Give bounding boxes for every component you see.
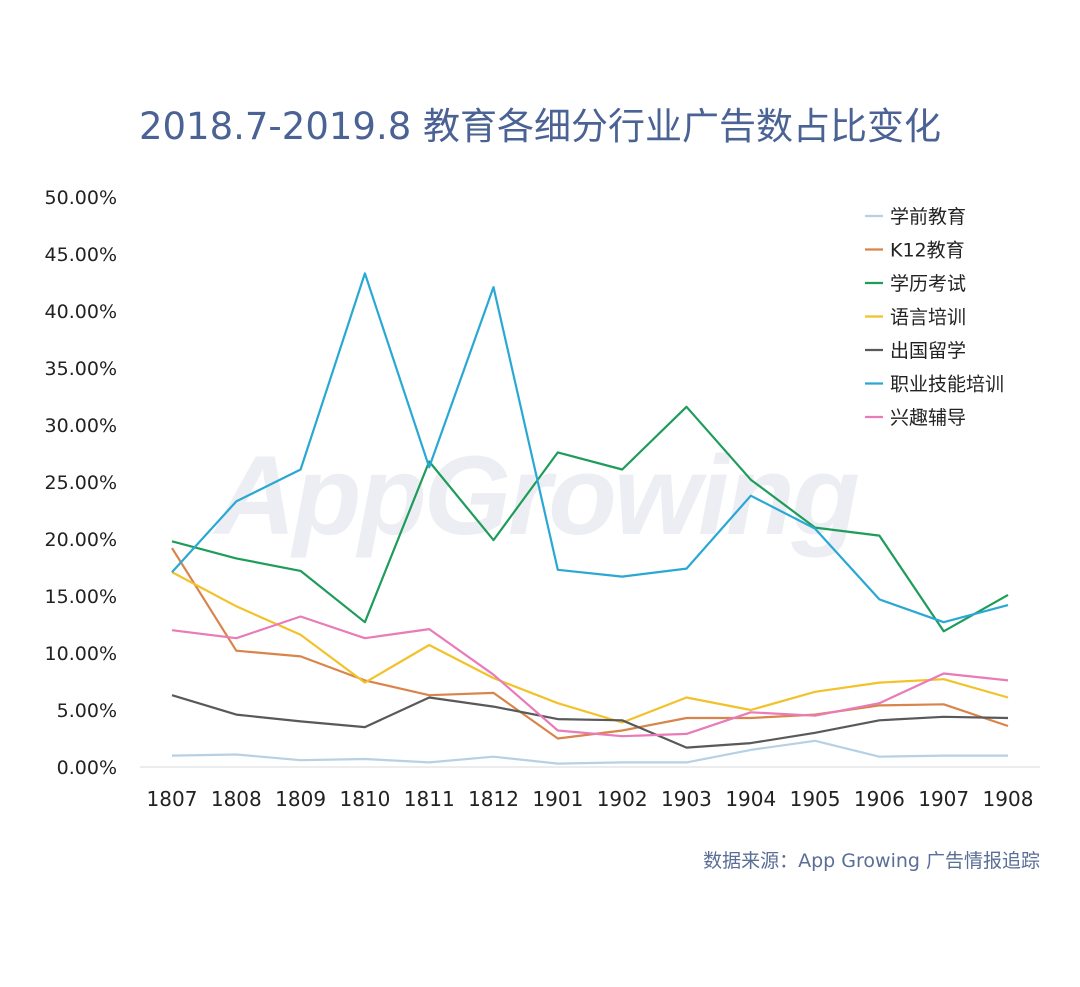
y-tick-label: 50.00% [45, 187, 117, 209]
legend-label: 学历考试 [890, 273, 966, 295]
x-tick-label: 1908 [983, 787, 1034, 811]
legend-label: 兴趣辅导 [890, 407, 966, 429]
x-tick-label: 1811 [404, 787, 455, 811]
legend-label: 职业技能培训 [890, 374, 1004, 396]
legend-label: 出国留学 [890, 340, 966, 362]
x-tick-label: 1905 [790, 787, 841, 811]
y-tick-label: 0.00% [57, 757, 117, 779]
series-line-6 [171, 615, 1009, 738]
x-tick-label: 1902 [597, 787, 648, 811]
x-tick-label: 1810 [339, 787, 390, 811]
y-tick-label: 15.00% [45, 586, 117, 608]
series-line-5 [171, 272, 1009, 624]
y-tick-label: 30.00% [45, 415, 117, 437]
x-tick-label: 1906 [854, 787, 905, 811]
legend-label: K12教育 [890, 240, 965, 262]
series-line-3 [171, 571, 1009, 724]
source-note: 数据来源：App Growing 广告情报追踪 [703, 850, 1040, 872]
series-line-0 [171, 739, 1008, 765]
x-tick-label: 1807 [147, 787, 198, 811]
y-tick-label: 5.00% [57, 700, 117, 722]
x-tick-label: 1809 [275, 787, 326, 811]
x-tick-label: 1812 [468, 787, 519, 811]
x-tick-label: 1903 [661, 787, 712, 811]
y-tick-label: 40.00% [45, 301, 117, 323]
x-tick-label: 1808 [211, 787, 262, 811]
x-tick-label: 1907 [918, 787, 969, 811]
x-tick-label: 1901 [532, 787, 583, 811]
series-line-1 [171, 547, 1009, 740]
y-tick-label: 45.00% [45, 244, 117, 266]
y-tick-label: 10.00% [45, 643, 117, 665]
chart-title: 2018.7-2019.8 教育各细分行业广告数占比变化 [138, 105, 942, 148]
legend-label: 语言培训 [890, 307, 966, 329]
y-tick-label: 35.00% [45, 358, 117, 380]
y-tick-label: 25.00% [45, 472, 117, 494]
series-line-2 [171, 405, 1009, 633]
x-tick-label: 1904 [725, 787, 776, 811]
legend-label: 学前教育 [890, 206, 966, 228]
series-line-4 [171, 694, 1009, 749]
y-tick-label: 20.00% [45, 529, 117, 551]
